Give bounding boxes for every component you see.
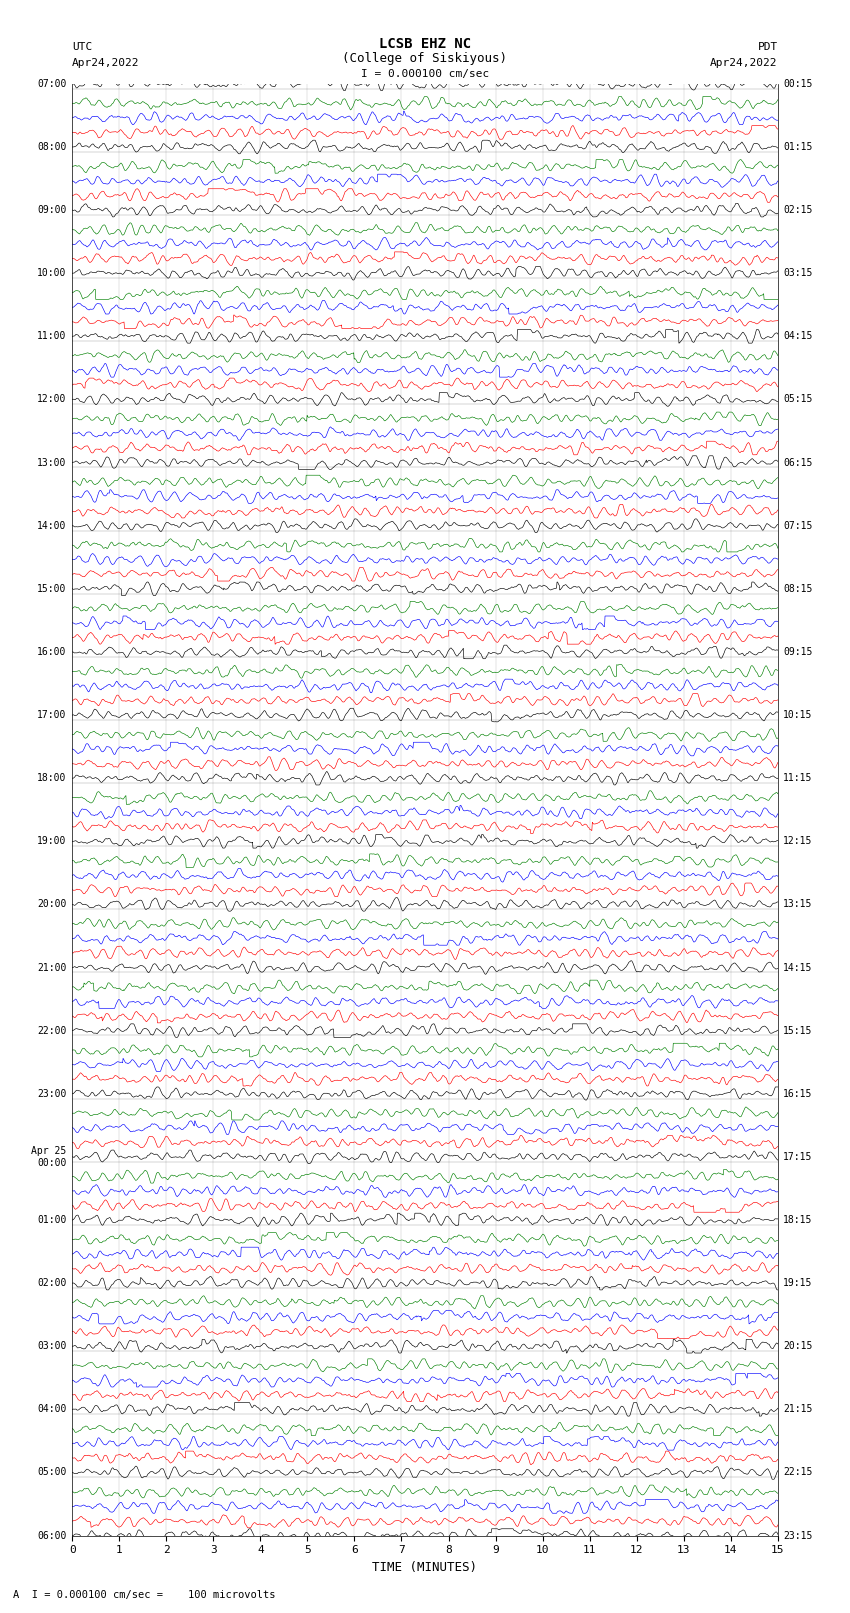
Text: PDT: PDT bbox=[757, 42, 778, 52]
Text: A  I = 0.000100 cm/sec =    100 microvolts: A I = 0.000100 cm/sec = 100 microvolts bbox=[13, 1590, 275, 1600]
X-axis label: TIME (MINUTES): TIME (MINUTES) bbox=[372, 1561, 478, 1574]
Text: Apr24,2022: Apr24,2022 bbox=[711, 58, 778, 68]
Text: UTC: UTC bbox=[72, 42, 93, 52]
Text: Apr24,2022: Apr24,2022 bbox=[72, 58, 139, 68]
Text: LCSB EHZ NC: LCSB EHZ NC bbox=[379, 37, 471, 52]
Text: (College of Siskiyous): (College of Siskiyous) bbox=[343, 52, 507, 65]
Text: I = 0.000100 cm/sec: I = 0.000100 cm/sec bbox=[361, 69, 489, 79]
